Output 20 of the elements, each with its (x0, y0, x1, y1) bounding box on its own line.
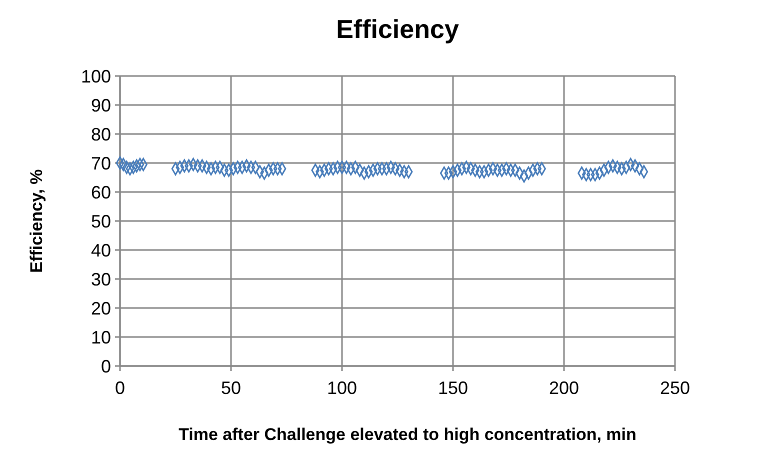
y-tick-label: 50 (90, 211, 111, 232)
y-tick-label: 40 (90, 240, 111, 260)
y-tick-label: 10 (90, 327, 111, 348)
x-tick-label: 200 (548, 378, 580, 398)
x-tick-label: 150 (438, 378, 468, 398)
x-tick-label: 50 (220, 378, 242, 398)
y-tick-label: 0 (100, 356, 111, 376)
y-tick-label: 80 (90, 124, 111, 144)
y-tick-label: 30 (90, 269, 111, 290)
x-tick-label: 250 (660, 378, 690, 398)
y-axis-title: Efficiency, % (27, 169, 46, 273)
x-tick-label: 0 (114, 378, 126, 398)
y-tick-label: 60 (90, 182, 111, 202)
y-tick-label: 70 (90, 153, 111, 174)
x-axis-title: Time after Challenge elevated to high concentration, min (178, 425, 636, 444)
y-tick-label: 90 (90, 95, 111, 116)
y-tick-label: 100 (80, 66, 111, 86)
x-tick-label: 100 (326, 378, 358, 398)
chart-title: Efficiency (336, 14, 460, 44)
y-tick-label: 20 (90, 298, 111, 318)
